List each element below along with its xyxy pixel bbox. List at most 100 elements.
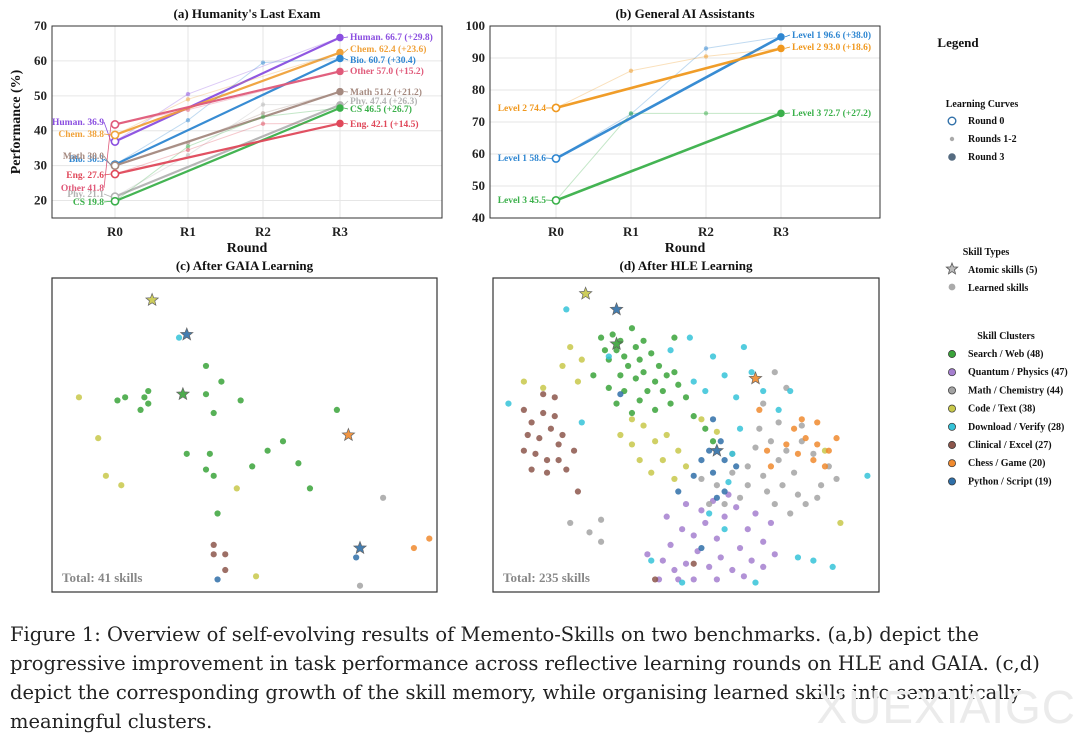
learned-skill-point (218, 378, 225, 385)
learned-skill-point (570, 447, 578, 454)
point-round-3 (336, 33, 344, 42)
learned-skill-point (790, 425, 798, 432)
legend-cluster-label: Python / Script (19) (968, 476, 1052, 487)
legend-cluster-label: Chess / Game (20) (968, 458, 1046, 469)
series-path-faint (555, 47, 782, 109)
label-leader (343, 48, 349, 53)
learned-skill-point (702, 387, 709, 395)
legend-cluster-label: Code / Text (38) (968, 404, 1036, 415)
learned-skill-point (567, 519, 574, 527)
legend-cluster-label: Quantum / Physics (47) (968, 367, 1068, 378)
learned-skill-point (536, 435, 543, 442)
learned-skill-point (682, 560, 690, 567)
series-start-label: Level 3 45.5 (498, 196, 547, 206)
label-leader (103, 155, 112, 166)
learned-skill-point (682, 500, 690, 508)
point-round-3 (336, 48, 344, 57)
learned-skill-point (698, 416, 705, 423)
point-round-1-2 (185, 147, 191, 153)
learned-skill-point (613, 400, 620, 407)
learned-skill-point (794, 491, 802, 498)
learned-skill-point (748, 557, 755, 564)
series-start-label: CS 19.8 (73, 198, 104, 208)
learned-skill-point (628, 441, 636, 448)
learned-skill-point (706, 563, 713, 570)
series-line (114, 57, 341, 166)
learned-skill-point (810, 450, 817, 457)
learned-skill-point (702, 425, 709, 432)
learned-skill-point (648, 557, 655, 564)
learned-skill-point (559, 362, 566, 370)
learned-skill-point (698, 457, 705, 464)
learned-skill-point (578, 419, 585, 426)
panel-c-gaia-skill-map: (c) After GAIA Learning Total: 41 skills (51, 258, 438, 593)
learned-skill-point (736, 425, 744, 432)
learned-skill-point (122, 394, 129, 401)
learned-skill-point (721, 500, 728, 508)
label-leader (784, 46, 791, 49)
series-line (114, 51, 341, 136)
learned-skill-point (740, 573, 748, 580)
learned-skill-point (586, 529, 593, 536)
learned-skill-point (787, 510, 794, 517)
series-line (114, 122, 341, 176)
learned-skill-point (733, 504, 740, 511)
legend-title: Legend (937, 35, 979, 50)
learned-skill-point (763, 447, 771, 454)
learned-skill-point (675, 381, 682, 388)
legend-cluster-swatch (948, 404, 956, 413)
legend-section-title: Learning Curves (946, 99, 1019, 110)
point-round-1-2 (185, 144, 191, 149)
series-line (114, 103, 341, 198)
learned-skill-point (783, 447, 790, 454)
chart-title: (c) After GAIA Learning (176, 258, 314, 273)
point-round-3 (336, 104, 344, 112)
learned-skill-point (543, 469, 551, 476)
learned-skill-point (540, 384, 547, 391)
learned-skill-point (202, 391, 210, 398)
point-round-0 (110, 196, 120, 206)
learned-skill-point (736, 544, 744, 552)
learned-skill-point (640, 337, 647, 344)
learned-skill-point (555, 441, 562, 448)
learned-skill-point (547, 425, 555, 432)
label-leader (103, 124, 112, 189)
learned-skill-point (690, 378, 697, 385)
legend-learned-skill-icon (948, 283, 956, 291)
learned-skill-point (426, 535, 433, 542)
learned-skill-point (532, 450, 539, 457)
panel-b-gaia-chart: (b) General AI Assistants 40 50 60 70 80 90 100… (466, 6, 881, 256)
learned-skill-point (644, 387, 651, 395)
point-round-0 (551, 195, 561, 205)
learned-skill-point (652, 406, 659, 413)
series-path-faint (555, 112, 781, 201)
atomic-skill-star (341, 427, 356, 442)
learned-skill-point (145, 387, 152, 395)
learned-skill-point (551, 394, 558, 401)
point-round-1-2 (185, 140, 191, 146)
learned-skill-point (721, 372, 728, 379)
learned-skill-point (729, 450, 736, 457)
watermark: XUEXIAIGC (816, 681, 1076, 733)
y-tick-label: 70 (472, 114, 485, 129)
learned-skill-point (617, 391, 624, 398)
legend-star-icon (945, 261, 959, 275)
series-start-label: Math 30.0 (63, 152, 104, 162)
learned-skill-point (222, 551, 229, 558)
learned-skill-point (706, 500, 713, 508)
series-line (114, 107, 341, 203)
series-end-label: Math 51.2 (+21.2) (350, 87, 422, 98)
learned-skill-point (667, 347, 674, 354)
learned-skill-point (249, 463, 256, 470)
learned-skill-point (794, 554, 802, 561)
learned-skill-point (679, 526, 686, 533)
learned-skill-point (690, 560, 697, 567)
learned-skill-point (744, 482, 751, 489)
point-round-1-2 (185, 97, 191, 102)
legend-cluster-label: Search / Web (48) (968, 349, 1043, 360)
legend-type-label: Learned skills (968, 283, 1028, 294)
series-line (555, 47, 782, 110)
panel-d-hle-skill-map: (d) After HLE Learning Total: 235 skills (492, 258, 880, 593)
learned-skill-point (551, 413, 558, 420)
learned-skill-point (690, 472, 697, 479)
